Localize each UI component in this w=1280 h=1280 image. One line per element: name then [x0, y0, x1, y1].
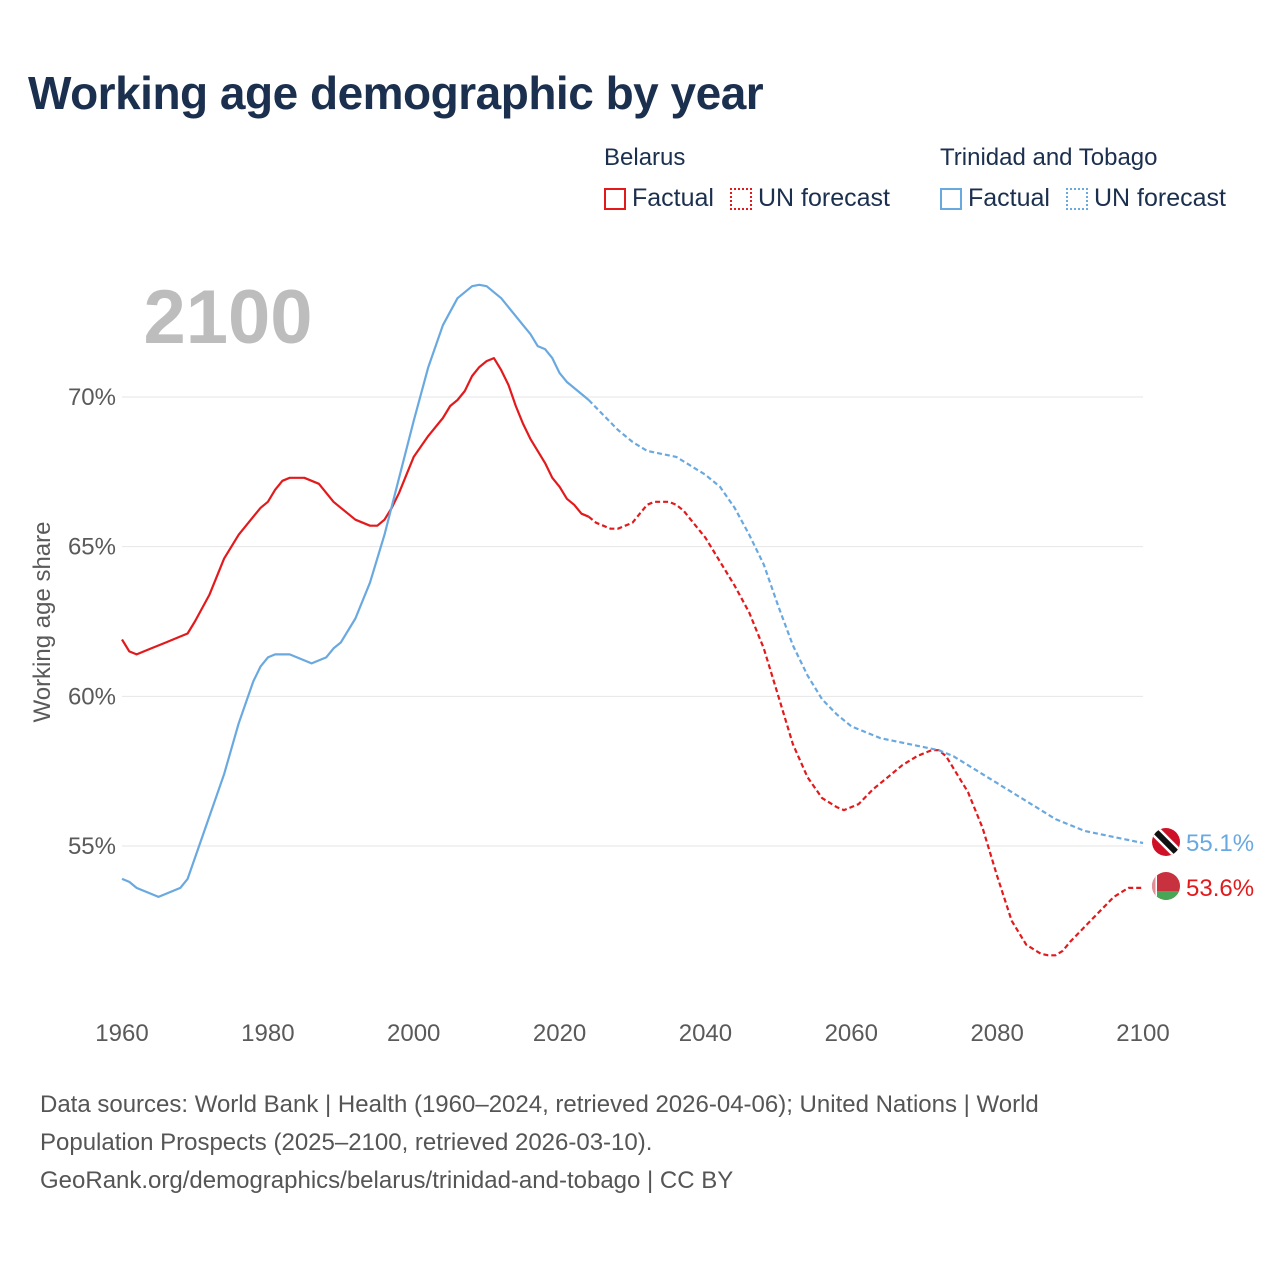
legend-belarus-forecast-label: UN forecast: [757, 184, 890, 212]
legend-belarus-factual-label: Factual: [632, 184, 714, 212]
legend-trinidad-factual[interactable]: Factual: [940, 184, 1050, 213]
footer-line-2: Population Prospects (2025–2100, retriev…: [40, 1129, 653, 1156]
belarus-forecast-swatch: [729, 187, 752, 210]
legend-heading-trinidad: Trinidad and Tobago: [940, 144, 1158, 171]
belarus-factual-swatch: [604, 187, 626, 210]
x-tick-label: 2020: [533, 1020, 586, 1047]
x-tick-label: 2000: [387, 1020, 440, 1047]
trinidad-factual-swatch: [940, 187, 962, 210]
chart-plot: 55% 60% 65% 70% 1960 1980 2000 2020 2040 2060 2080…: [29, 275, 1254, 1047]
footer-sources: Data sources: World Bank | Health (1960–…: [40, 1086, 1240, 1200]
belarus-forecast-line[interactable]: [588, 500, 1143, 957]
x-tick-label: 1980: [241, 1020, 294, 1047]
y-axis-label: Working age share: [29, 522, 56, 723]
y-tick-label: 60%: [68, 683, 116, 710]
y-tick-label: 65%: [68, 534, 116, 561]
trinidad-and-tobago-flag-icon: [1152, 828, 1180, 856]
legend-trinidad-forecast[interactable]: UN forecast: [1065, 184, 1226, 213]
belarus-end-value-label: 53.6%: [1186, 875, 1254, 902]
y-tick-label: 55%: [68, 833, 116, 860]
footer-line-3: GeoRank.org/demographics/belarus/trinida…: [40, 1167, 734, 1194]
belarus-factual-line[interactable]: [121, 357, 590, 656]
legend-trinidad-forecast-label: UN forecast: [1093, 184, 1226, 212]
x-tick-label: 2040: [679, 1020, 732, 1047]
trinidad-forecast-swatch: [1065, 187, 1088, 210]
legend-belarus-factual[interactable]: Factual: [604, 184, 714, 213]
legend-belarus-forecast[interactable]: UN forecast: [729, 184, 890, 213]
legend-heading-belarus: Belarus: [604, 144, 686, 171]
footer-line-1: Data sources: World Bank | Health (1960–…: [40, 1091, 1039, 1118]
x-tick-label: 2100: [1116, 1020, 1169, 1047]
trinidad-and-tobago-factual-line[interactable]: [121, 283, 590, 898]
trinidad-and-tobago-forecast-line[interactable]: [587, 399, 1144, 845]
trinidad-and-tobago-end-value-label: 55.1%: [1186, 830, 1254, 857]
legend-group-trinidad: Trinidad and Tobago Factual UN forecast: [940, 144, 1242, 213]
y-tick-label: 70%: [68, 384, 116, 411]
x-tick-label: 1960: [95, 1020, 148, 1047]
x-tick-label: 2080: [970, 1020, 1023, 1047]
year-overlay: 2100: [143, 275, 312, 360]
legend-trinidad-factual-label: Factual: [968, 184, 1050, 212]
chart-title: Working age demographic by year: [28, 67, 764, 119]
x-tick-label: 2060: [825, 1020, 878, 1047]
legend-group-belarus: Belarus Factual UN forecast: [604, 144, 906, 213]
belarus-flag-icon: [1152, 872, 1180, 900]
